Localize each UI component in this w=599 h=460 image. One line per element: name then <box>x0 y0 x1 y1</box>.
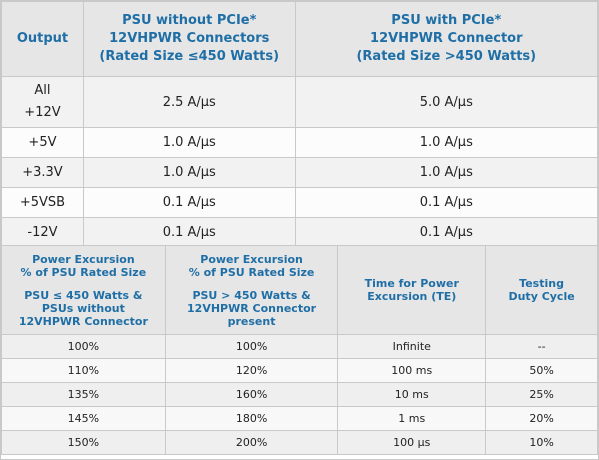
excursion-le450-cell: 110% <box>1 358 166 383</box>
excursion-time-cell: 1 ms <box>337 406 487 431</box>
header-line: present <box>227 314 276 328</box>
table-row: 100% 100% Infinite -- <box>1 334 598 359</box>
without-value-cell: 0.1 A/μs <box>82 217 296 248</box>
without-value-cell: 1.0 A/μs <box>82 157 296 188</box>
with-value-cell: 0.1 A/μs <box>294 187 599 218</box>
excursion-gt450-cell: 160% <box>164 382 339 407</box>
excursion-le450-cell: 150% <box>1 430 166 455</box>
table-row: 150% 200% 100 μs 10% <box>1 430 598 455</box>
duty-cycle-cell: 25% <box>485 382 598 407</box>
excursion-time-header: Time for Power Excursion (TE) <box>337 245 487 335</box>
excursion-time-cell: 100 ms <box>337 358 487 383</box>
table-row: +5V 1.0 A/μs 1.0 A/μs <box>1 127 599 158</box>
excursion-header-row: Power Excursion % of PSU Rated Size PSU … <box>1 245 598 335</box>
header-line: % of PSU Rated Size <box>188 265 315 279</box>
header-line: (Rated Size >450 Watts) <box>356 49 537 64</box>
without-12vhpwr-header: PSU without PCIe* 12VHPWR Connectors (Ra… <box>82 1 296 77</box>
with-value-cell: 1.0 A/μs <box>294 127 599 158</box>
output-cell: +3.3V <box>1 157 84 188</box>
with-value-cell: 0.1 A/μs <box>294 217 599 248</box>
excursion-time-cell: Infinite <box>337 334 487 359</box>
table-row: +5VSB 0.1 A/μs 0.1 A/μs <box>1 187 599 218</box>
output-line: All <box>34 83 51 98</box>
header-line: PSU ≤ 450 Watts & <box>24 288 143 302</box>
with-12vhpwr-header: PSU with PCIe* 12VHPWR Connector (Rated … <box>294 1 599 77</box>
power-excursion-table: Power Excursion % of PSU Rated Size PSU … <box>1 245 598 455</box>
excursion-gt450-cell: 200% <box>164 430 339 455</box>
header-line: Power Excursion <box>32 252 135 266</box>
header-line: PSU > 450 Watts & <box>192 288 311 302</box>
without-value-cell: 0.1 A/μs <box>82 187 296 218</box>
table-row: 110% 120% 100 ms 50% <box>1 358 598 383</box>
output-cell: +5VSB <box>1 187 84 218</box>
header-line: Duty Cycle <box>508 290 575 303</box>
excursion-le450-cell: 100% <box>1 334 166 359</box>
header-line: 12VHPWR Connector <box>187 301 317 315</box>
duty-cycle-cell: 20% <box>485 406 598 431</box>
table-row: 145% 180% 1 ms 20% <box>1 406 598 431</box>
with-value-cell: 1.0 A/μs <box>294 157 599 188</box>
output-header: Output <box>1 1 84 77</box>
header-line: (Rated Size ≤450 Watts) <box>99 49 280 64</box>
excursion-gt450-cell: 100% <box>164 334 339 359</box>
header-line: 12VHPWR Connector <box>18 314 148 328</box>
excursion-time-cell: 10 ms <box>337 382 487 407</box>
header-line: PSUs without <box>41 301 125 315</box>
output-line: +12V <box>24 105 61 120</box>
duty-cycle-cell: 10% <box>485 430 598 455</box>
excursion-gt450-header: Power Excursion % of PSU Rated Size PSU … <box>164 245 339 335</box>
duty-cycle-header: Testing Duty Cycle <box>485 245 598 335</box>
header-line: Power Excursion <box>200 252 303 266</box>
header-line: % of PSU Rated Size <box>20 265 147 279</box>
table-row: -12V 0.1 A/μs 0.1 A/μs <box>1 217 599 248</box>
output-cell: All +12V <box>1 76 84 128</box>
header-line: 12VHPWR Connector <box>370 31 523 46</box>
excursion-le450-cell: 145% <box>1 406 166 431</box>
header-line: Testing <box>519 277 564 290</box>
header-line: 12VHPWR Connectors <box>109 31 270 46</box>
excursion-time-cell: 100 μs <box>337 430 487 455</box>
table-row: 135% 160% 10 ms 25% <box>1 382 598 407</box>
header-line: PSU with PCIe* <box>391 13 502 28</box>
slew-rate-table: Output PSU without PCIe* 12VHPWR Connect… <box>1 1 599 248</box>
without-value-cell: 1.0 A/μs <box>82 127 296 158</box>
output-cell: -12V <box>1 217 84 248</box>
duty-cycle-cell: -- <box>485 334 598 359</box>
header-line: PSU without PCIe* <box>122 13 257 28</box>
excursion-le450-cell: 135% <box>1 382 166 407</box>
header-line: Excursion (TE) <box>367 290 457 303</box>
table-row: All +12V 2.5 A/μs 5.0 A/μs <box>1 76 599 128</box>
duty-cycle-cell: 50% <box>485 358 598 383</box>
output-cell: +5V <box>1 127 84 158</box>
header-line: Time for Power <box>364 277 459 290</box>
excursion-le450-header: Power Excursion % of PSU Rated Size PSU … <box>1 245 166 335</box>
excursion-gt450-cell: 180% <box>164 406 339 431</box>
with-value-cell: 5.0 A/μs <box>294 76 599 128</box>
excursion-gt450-cell: 120% <box>164 358 339 383</box>
slew-rate-header-row: Output PSU without PCIe* 12VHPWR Connect… <box>1 1 599 77</box>
table-row: +3.3V 1.0 A/μs 1.0 A/μs <box>1 157 599 188</box>
without-value-cell: 2.5 A/μs <box>82 76 296 128</box>
